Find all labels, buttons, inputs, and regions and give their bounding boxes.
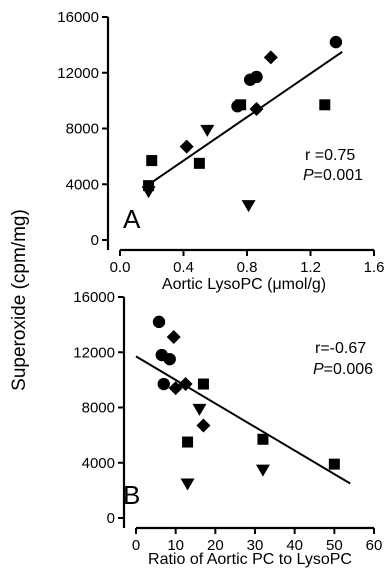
panel-a-x-axis-label: Aortic LysoPC (μmol/g) bbox=[162, 276, 326, 293]
x-tick-label: 40 bbox=[286, 537, 303, 554]
data-point-circle bbox=[157, 377, 170, 391]
y-tick-label: 4000 bbox=[66, 176, 99, 193]
y-tick-label: 8000 bbox=[82, 400, 115, 417]
data-point-square bbox=[143, 180, 155, 192]
data-point-triangle-down bbox=[241, 200, 256, 213]
data-point-diamond bbox=[196, 418, 211, 433]
data-point-square bbox=[146, 155, 158, 167]
data-point-triangle-down bbox=[192, 403, 207, 416]
y-tick-label: 16000 bbox=[73, 289, 115, 306]
data-point-circle bbox=[329, 35, 343, 49]
data-point-triangle-down bbox=[200, 124, 215, 137]
panel-b-p-value: P=0.006 bbox=[313, 361, 373, 378]
data-point-diamond bbox=[168, 381, 183, 396]
data-point-triangle-down bbox=[255, 464, 270, 477]
data-point-diamond bbox=[179, 139, 194, 154]
data-point-diamond bbox=[178, 377, 193, 392]
y-tick-label: 0 bbox=[107, 510, 115, 527]
data-point-diamond bbox=[263, 50, 278, 65]
y-tick-label: 12000 bbox=[73, 344, 115, 361]
data-point-square bbox=[257, 433, 269, 445]
x-tick-label: 50 bbox=[326, 537, 343, 554]
y-tick-label: 0 bbox=[91, 232, 99, 249]
y-tick-label: 16000 bbox=[57, 9, 99, 26]
x-tick-label: 30 bbox=[247, 537, 264, 554]
x-tick-label: 0.4 bbox=[173, 259, 194, 276]
x-tick-label: 20 bbox=[207, 537, 224, 554]
data-point-circle bbox=[250, 70, 263, 84]
data-point-square bbox=[193, 157, 205, 169]
data-point-square bbox=[328, 458, 340, 470]
y-tick-label: 12000 bbox=[57, 65, 99, 82]
y-tick-label: 8000 bbox=[66, 121, 99, 138]
panel-b-r-value: r=-0.67 bbox=[315, 340, 366, 357]
data-point-triangle-down bbox=[141, 186, 156, 199]
data-point-diamond bbox=[249, 101, 264, 116]
data-point-circle bbox=[163, 352, 176, 366]
panel-a-chart: 0 4000 8000 12000 16000 0.0 0.4 0.8 1.2 1.6 bbox=[57, 9, 384, 276]
x-tick-label: 0.8 bbox=[237, 259, 258, 276]
x-tick-label: 1.2 bbox=[300, 259, 321, 276]
data-point-square bbox=[319, 99, 331, 111]
data-point-diamond bbox=[166, 330, 181, 345]
panel-a-letter: A bbox=[123, 204, 141, 234]
x-tick-label: 10 bbox=[167, 537, 184, 554]
data-point-square bbox=[182, 436, 194, 448]
regression-line bbox=[135, 355, 351, 485]
x-tick-label: 60 bbox=[366, 537, 383, 554]
x-tick-label: 0.0 bbox=[110, 259, 131, 276]
panel-b-chart: 0 4000 8000 12000 16000 0 10 20 30 40 50 60 bbox=[73, 289, 382, 554]
panel-a-r-value: r =0.75 bbox=[305, 147, 355, 164]
shared-y-axis-label: Superoxide (cpm/mg) bbox=[9, 209, 30, 391]
panel-b-letter: B bbox=[123, 480, 140, 510]
data-point-triangle-down bbox=[180, 478, 195, 491]
regression-line bbox=[146, 51, 343, 187]
panel-a-p-value: P=0.001 bbox=[303, 167, 363, 184]
x-tick-label: 0 bbox=[132, 537, 140, 554]
panel-b-x-axis-label: Ratio of Aortic PC to LysoPC bbox=[148, 551, 352, 568]
data-point-square bbox=[197, 378, 209, 390]
data-point-circle bbox=[152, 315, 166, 329]
x-tick-label: 1.6 bbox=[364, 259, 385, 276]
y-tick-label: 4000 bbox=[82, 455, 115, 472]
data-point-square bbox=[235, 99, 247, 111]
